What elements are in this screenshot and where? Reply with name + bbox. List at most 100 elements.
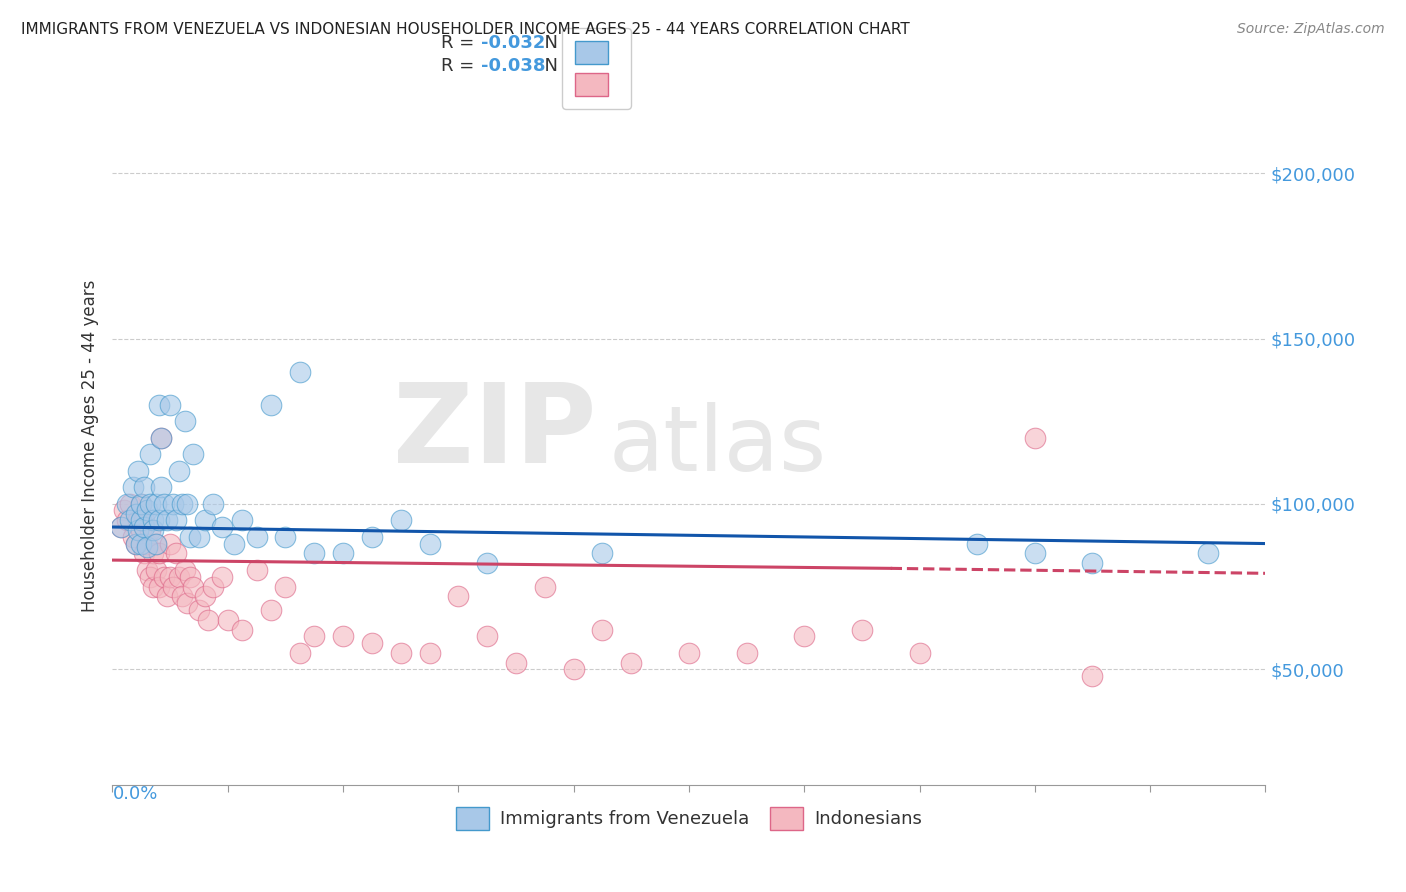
Point <box>222 536 245 550</box>
Point <box>231 513 253 527</box>
Point <box>127 513 149 527</box>
Point <box>176 596 198 610</box>
Point <box>153 497 176 511</box>
Point <box>148 398 170 412</box>
Point <box>202 497 225 511</box>
Text: R =: R = <box>441 57 479 75</box>
Point <box>148 580 170 594</box>
Point <box>475 557 499 571</box>
Point <box>139 524 162 538</box>
Point <box>332 546 354 560</box>
Point <box>136 503 159 517</box>
Point <box>159 569 181 583</box>
Point <box>142 580 165 594</box>
Point <box>134 546 156 560</box>
Text: atlas: atlas <box>609 402 827 490</box>
Point <box>211 569 233 583</box>
Text: 0.0%: 0.0% <box>112 785 157 803</box>
Point <box>129 497 153 511</box>
Point <box>142 513 165 527</box>
Point <box>966 536 988 550</box>
Point <box>148 513 170 527</box>
Point <box>173 563 195 577</box>
Point <box>129 513 153 527</box>
Point <box>127 524 149 538</box>
Text: 64: 64 <box>574 57 599 75</box>
Point <box>170 590 193 604</box>
Point <box>851 623 873 637</box>
Point <box>1081 669 1104 683</box>
Legend: Immigrants from Venezuela, Indonesians: Immigrants from Venezuela, Indonesians <box>449 799 929 837</box>
Point <box>304 546 326 560</box>
Point <box>908 646 931 660</box>
Point <box>129 524 153 538</box>
Point <box>150 431 173 445</box>
Text: R =: R = <box>441 34 479 52</box>
Point <box>134 513 156 527</box>
Point <box>136 563 159 577</box>
Point <box>188 603 211 617</box>
Point <box>124 536 146 550</box>
Point <box>389 513 412 527</box>
Point <box>145 497 167 511</box>
Point <box>389 646 412 660</box>
Point <box>505 656 527 670</box>
Point <box>156 590 179 604</box>
Point <box>260 603 283 617</box>
Point <box>134 520 156 534</box>
Point <box>188 530 211 544</box>
Point <box>475 629 499 643</box>
Point <box>129 497 153 511</box>
Point <box>110 520 132 534</box>
Text: N =: N = <box>533 34 585 52</box>
Point <box>274 580 297 594</box>
Point <box>165 546 187 560</box>
Point <box>735 646 758 660</box>
Point <box>170 497 193 511</box>
Point <box>167 569 190 583</box>
Point <box>274 530 297 544</box>
Point <box>1024 431 1046 445</box>
Point <box>288 646 311 660</box>
Point <box>156 513 179 527</box>
Point <box>260 398 283 412</box>
Point <box>288 365 311 379</box>
Point <box>231 623 253 637</box>
Point <box>129 536 153 550</box>
Point <box>115 497 138 511</box>
Point <box>153 569 176 583</box>
Point <box>194 590 217 604</box>
Point <box>419 536 441 550</box>
Point <box>159 398 181 412</box>
Point <box>165 513 187 527</box>
Point <box>139 497 162 511</box>
Point <box>159 536 181 550</box>
Point <box>110 520 132 534</box>
Point <box>179 530 201 544</box>
Point <box>179 569 201 583</box>
Point <box>620 656 643 670</box>
Point <box>162 497 184 511</box>
Point <box>150 431 173 445</box>
Text: 57: 57 <box>574 34 599 52</box>
Point <box>176 497 198 511</box>
Point <box>1197 546 1219 560</box>
Text: -0.032: -0.032 <box>481 34 546 52</box>
Point <box>181 580 204 594</box>
Point <box>592 546 614 560</box>
Point <box>115 513 138 527</box>
Point <box>124 507 146 521</box>
Point <box>134 480 156 494</box>
Text: -0.038: -0.038 <box>481 57 546 75</box>
Point <box>121 530 143 544</box>
Point <box>121 480 143 494</box>
Point <box>167 464 190 478</box>
Point <box>173 414 195 428</box>
Point <box>194 513 217 527</box>
Point <box>360 636 382 650</box>
Point <box>678 646 700 660</box>
Point <box>139 447 162 461</box>
Point <box>1081 557 1104 571</box>
Point <box>142 524 165 538</box>
Text: Source: ZipAtlas.com: Source: ZipAtlas.com <box>1237 22 1385 37</box>
